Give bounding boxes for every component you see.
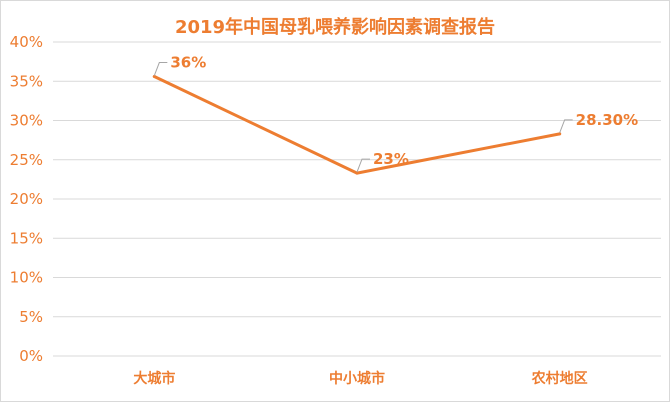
y-axis-tick-labels: 0% 5% 10% 15% 20% 25% 30% 35% 40%: [10, 33, 43, 365]
y-tick-label: 30%: [10, 112, 43, 130]
data-label: 23%: [373, 150, 409, 168]
x-category-label: 中小城市: [329, 370, 385, 387]
y-tick-label: 0%: [19, 347, 43, 365]
data-series: [152, 75, 562, 175]
data-point: [558, 132, 562, 136]
y-tick-label: 10%: [10, 269, 43, 287]
y-tick-label: 20%: [10, 190, 43, 208]
data-label: 28.30%: [576, 111, 638, 129]
x-category-label: 大城市: [133, 370, 175, 387]
x-axis-category-labels: 大城市 中小城市 农村地区: [133, 370, 587, 387]
y-tick-label: 5%: [19, 308, 43, 326]
data-label-leader: [559, 119, 573, 134]
data-labels: 36% 23% 28.30%: [153, 54, 638, 173]
data-label-leader: [356, 158, 370, 173]
data-label: 36%: [170, 54, 206, 72]
y-tick-label: 15%: [10, 229, 43, 247]
y-tick-label: 40%: [10, 33, 43, 51]
chart-title: 2019年中国母乳喂养影响因素调查报告: [175, 16, 495, 38]
data-point: [355, 171, 359, 175]
data-point: [152, 75, 156, 79]
series-line: [152, 75, 562, 175]
gridlines: [53, 41, 661, 357]
x-category-label: 农村地区: [531, 370, 588, 387]
y-tick-label: 35%: [10, 72, 43, 90]
y-tick-label: 25%: [10, 151, 43, 169]
data-label-leader: [153, 62, 168, 76]
